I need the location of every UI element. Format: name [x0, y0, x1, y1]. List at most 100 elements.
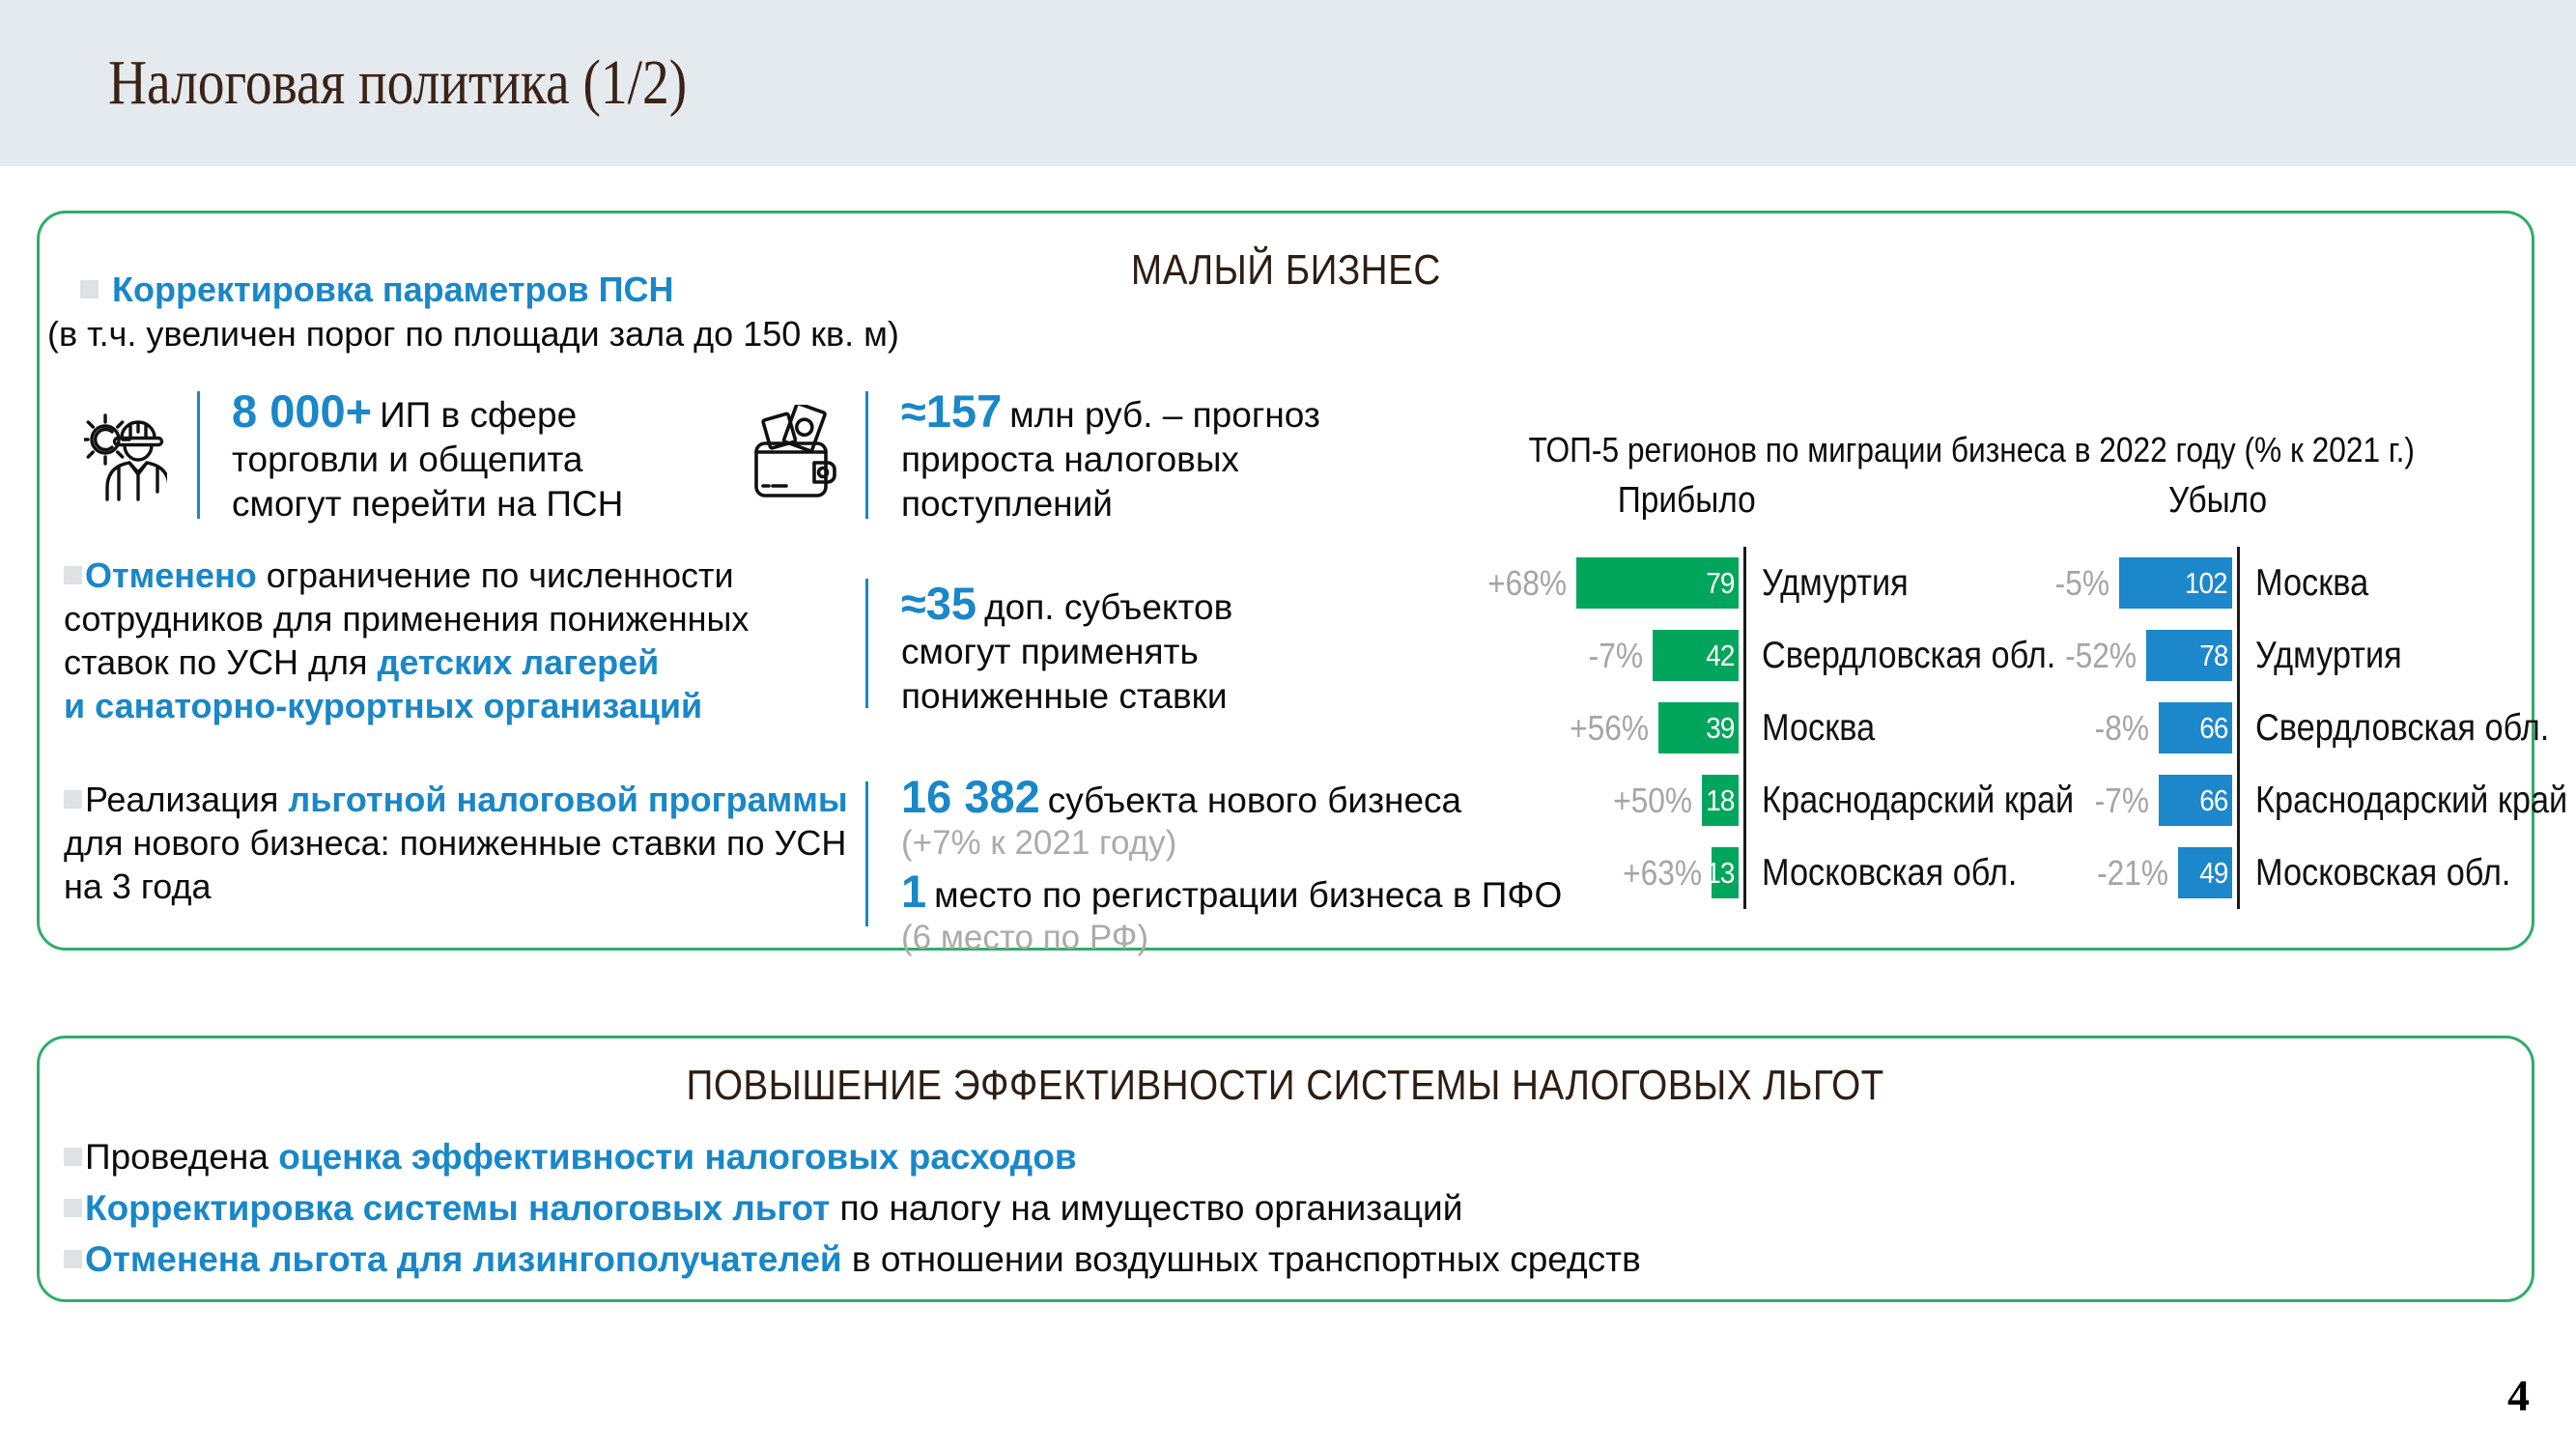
bar: 42: [1653, 630, 1739, 681]
stat-note: (+7% к 2021 году): [901, 824, 1177, 862]
highlighted-text: Отменена льгота для лизингополучателей: [85, 1239, 842, 1279]
bar: 66: [2159, 775, 2232, 826]
bar-value-label: 13: [1705, 855, 1735, 890]
plain-text: Проведена: [85, 1137, 279, 1177]
bar-value-label: 49: [2198, 855, 2228, 890]
bar-value-label: 66: [2198, 782, 2228, 817]
stat-value: 16 382: [901, 771, 1040, 822]
percent-label: +63%: [1623, 852, 1702, 893]
bullet-text: Проведена оценка эффективности налоговых…: [85, 1137, 1077, 1177]
tax-benefit-efficiency-panel: ПОВЫШЕНИЕ ЭФФЕКТИВНОСТИ СИСТЕМЫ НАЛОГОВЫ…: [37, 1036, 2534, 1302]
highlighted-text: детских лагерей: [377, 642, 660, 682]
bullet-line: ставок по УСН для детских лагерей: [64, 640, 749, 684]
highlighted-text: Корректировка системы налоговых льгот: [85, 1188, 831, 1228]
bullet-benefit-system-adjustment: Корректировка системы налоговых льгот по…: [64, 1182, 1641, 1234]
chart-row: -52% 78: [1957, 619, 2237, 692]
stat-text: ИП в сфере: [380, 395, 578, 435]
stat-text: доп. субъектов: [984, 587, 1233, 627]
bullet-square-icon: [64, 1148, 82, 1166]
slide-title: Налоговая политика (1/2): [108, 47, 688, 118]
small-business-panel: МАЛЫЙ БИЗНЕС Корректировка параметров ПС…: [37, 211, 2567, 956]
region-label: Краснодарский край: [2255, 779, 2568, 821]
stat-new-business: 16 382 субъекта нового бизнеса (+7% к 202…: [901, 774, 1562, 957]
wallet-icon: [750, 401, 839, 501]
stat-value: 1: [901, 866, 927, 917]
stat-value: ≈35: [901, 578, 977, 629]
stat-line: 1 место по регистрации бизнеса в ПФО: [901, 868, 1562, 919]
bullet-line: и санаторно-курортных организаций: [64, 684, 749, 727]
region-label: Удмуртия: [2255, 634, 2402, 676]
region-label: Свердловская обл.: [1762, 634, 2056, 676]
bar: 78: [2146, 630, 2232, 681]
bullet-leasing-benefit-cancelled: Отменена льгота для лизингополучателей в…: [64, 1234, 1641, 1285]
labels-column: Москва Удмуртия Свердловская обл. Красно…: [2237, 547, 2576, 909]
highlighted-text: льготной налоговой программы: [288, 780, 848, 819]
stat-line: смогут применять: [901, 632, 1199, 671]
bullet-line: для нового бизнеса: пониженные ставки по…: [64, 821, 848, 865]
bullet-psn-adjustment: Корректировка параметров ПСН (в т.ч. уве…: [47, 268, 899, 356]
bullet-text: Корректировка системы налоговых льгот по…: [85, 1188, 1462, 1228]
chart-row: -5% 102: [1957, 547, 2237, 619]
bar: 49: [2178, 847, 2232, 898]
plain-text: для нового бизнеса: пониженные ставки по…: [64, 823, 847, 863]
bullet-usn-limit-removed: Отменено ограничение по численности сотр…: [64, 554, 749, 727]
bullet-square-icon: [64, 790, 82, 809]
bullet-text: и санаторно-курортных организаций: [64, 686, 702, 725]
chart-arrived: +68% 79 -7% 42 +56% 39 +50% 18 +63% 13 У…: [1421, 547, 2116, 909]
stat-value: ≈157: [901, 385, 1003, 437]
stat-line: 16 382 субъекта нового бизнеса: [901, 774, 1562, 824]
plain-text: на 3 года: [64, 867, 212, 906]
stat-value: 8 000+: [232, 385, 373, 437]
page-number: 4: [2507, 1371, 2530, 1420]
stat-text: млн руб. – прогноз: [1009, 395, 1320, 435]
bullet-text: Реализация льготной налоговой программы: [85, 780, 848, 819]
bullet-line: сотрудников для применения пониженных: [64, 597, 749, 640]
highlighted-text: оценка эффективности налоговых расходов: [278, 1137, 1077, 1177]
region-label: Москва: [2255, 561, 2369, 604]
separator-line: [197, 391, 200, 519]
stat-line: смогут перейти на ПСН: [232, 484, 624, 524]
stat-note: (6 место по РФ): [901, 919, 1149, 956]
bar-value-label: 79: [1705, 565, 1735, 600]
percent-label: -8%: [2094, 707, 2149, 748]
stat-line: ≈35 доп. субъектов: [901, 581, 1233, 630]
bullet-text: на 3 года: [64, 867, 212, 906]
bar: 18: [1702, 775, 1739, 826]
highlighted-text: Корректировка параметров ПСН: [112, 270, 674, 309]
bullet-text: Корректировка параметров ПСН: [112, 270, 673, 309]
bullet-square-icon: [64, 1199, 82, 1217]
bar-value-label: 39: [1705, 710, 1735, 745]
percent-label: +56%: [1570, 707, 1649, 748]
bullet-text: Отменена льгота для лизингополучателей в…: [85, 1239, 1641, 1279]
chart-label-row: Удмуртия: [2255, 619, 2576, 692]
bar-value-label: 78: [2198, 638, 2228, 672]
stat-text: место по регистрации бизнеса в ПФО: [934, 875, 1563, 915]
bullet-square-icon: [64, 1250, 82, 1268]
chart-row: -8% 66: [1957, 692, 2237, 764]
bullet-text: Отменено ограничение по численности: [85, 555, 734, 595]
percent-label: -7%: [1588, 635, 1643, 675]
chart-subheading-departed: Убыло: [2167, 480, 2268, 521]
bullet-square-icon: [80, 280, 99, 298]
chart-label-row: Краснодарский край: [2255, 764, 2576, 837]
bar-value-label: 102: [2185, 565, 2228, 600]
small-business-heading: МАЛЫЙ БИЗНЕС: [1130, 246, 1441, 294]
region-label: Московская обл.: [1762, 851, 2018, 894]
bullet-line: Реализация льготной налоговой программы: [64, 778, 848, 821]
chart-row: +56% 39: [1421, 692, 1743, 764]
chart-label-row: Краснодарский край: [1762, 764, 2116, 837]
highlighted-text: и санаторно-курортных организаций: [64, 686, 703, 725]
plain-text: ограничение по численности: [256, 555, 734, 595]
stat-text: субъекта нового бизнеса: [1047, 781, 1462, 820]
plain-text: Реализация: [85, 780, 289, 819]
chart-label-row: Москва: [2255, 547, 2576, 619]
bullet-square-icon: [64, 566, 82, 584]
region-label: Московская обл.: [2255, 851, 2511, 894]
bar-value-label: 18: [1705, 782, 1735, 817]
percent-label: +50%: [1613, 780, 1692, 820]
chart-subheading-arrived: Прибыло: [1617, 480, 1756, 521]
bar: 102: [2119, 557, 2232, 609]
stat-line: торговли и общепита: [232, 440, 583, 479]
percent-label: +68%: [1487, 562, 1567, 603]
